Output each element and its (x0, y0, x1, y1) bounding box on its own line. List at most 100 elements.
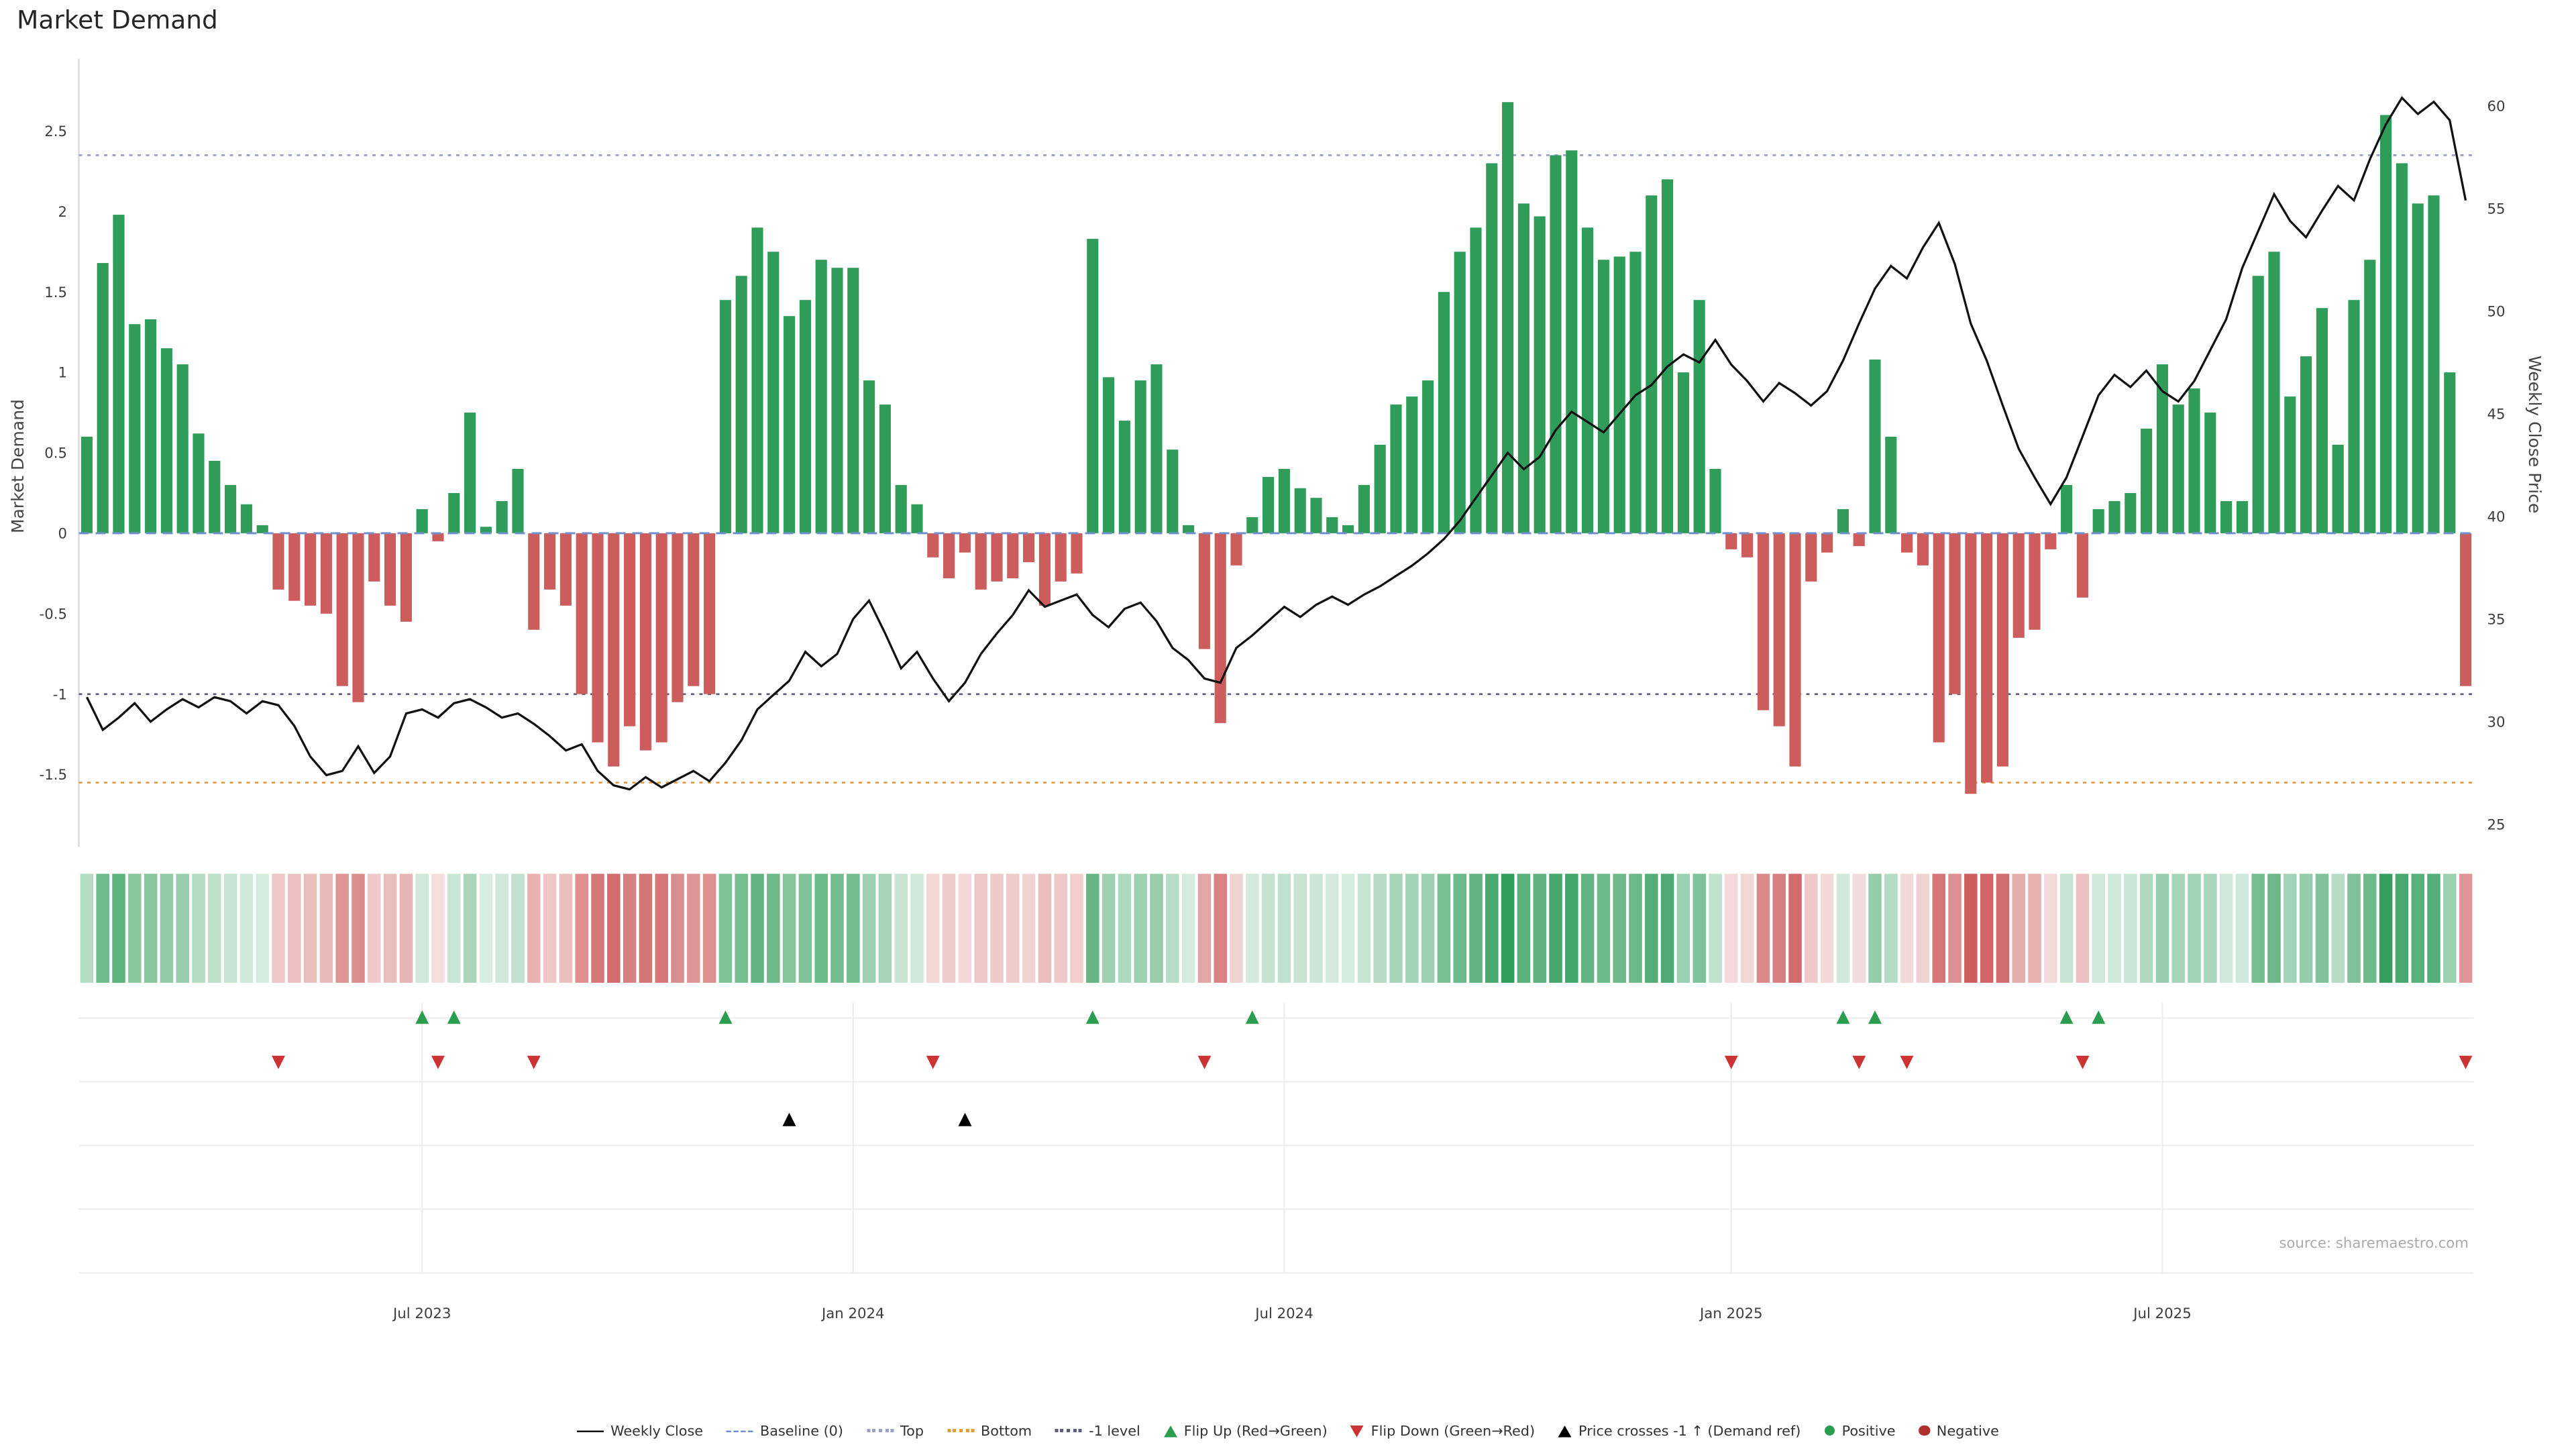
heatmap-cell (1469, 873, 1483, 983)
demand-axis-tick: 2.5 (44, 123, 67, 140)
heatmap-cell (1772, 873, 1786, 983)
demand-bar (113, 215, 125, 533)
heatmap-cell (399, 873, 413, 983)
heatmap-cell (1916, 873, 1930, 983)
legend-item: Flip Up (Red→Green) (1163, 1422, 1328, 1439)
dot-glyph (1919, 1425, 1930, 1436)
demand-bar (432, 533, 444, 541)
demand-bar (1118, 421, 1130, 533)
demand-bar (336, 533, 348, 686)
demand-bar (959, 533, 971, 553)
price-axis-tick: 60 (2487, 99, 2506, 115)
heatmap-cell (511, 873, 525, 983)
heatmap-cell (160, 873, 174, 983)
heatmap-cell (144, 873, 158, 983)
demand-bar (1230, 533, 1242, 566)
price-axis-tick: 45 (2487, 406, 2506, 423)
heatmap-cell (1086, 873, 1099, 983)
demand-bar (2108, 500, 2121, 533)
demand-bar (879, 405, 891, 533)
flip-down-marker (2076, 1055, 2090, 1069)
heatmap-cell (2076, 873, 2090, 983)
legend-item: Weekly Close (577, 1422, 703, 1439)
price-cross-marker (782, 1112, 796, 1126)
heatmap-cell (303, 873, 317, 983)
demand-bar (480, 527, 492, 533)
demand-bar (1438, 292, 1450, 533)
heatmap-cell (1038, 873, 1052, 983)
flip-up-marker (2059, 1010, 2074, 1024)
heatmap-cell (80, 873, 94, 983)
legend-item: Negative (1919, 1422, 1999, 1439)
demand-bar (1821, 533, 1833, 553)
demand-bar (1007, 533, 1019, 579)
heatmap-cell (767, 873, 780, 983)
demand-bar (2188, 388, 2200, 533)
demand-bar (991, 533, 1003, 582)
flip-down-marker (2459, 1055, 2473, 1069)
demand-bar (2396, 163, 2408, 533)
demand-bar (193, 433, 205, 533)
dash-glyph (727, 1430, 754, 1432)
demand-bar (160, 348, 172, 533)
demand-bar (1150, 364, 1163, 533)
demand-bar (1422, 380, 1434, 533)
heatmap-cell (335, 873, 349, 983)
demand-bar (559, 533, 572, 606)
demand-bar (1294, 488, 1306, 533)
legend-label: Weekly Close (610, 1422, 704, 1439)
heatmap-cell (1820, 873, 1834, 983)
heatmap-cell (942, 873, 956, 983)
demand-bar (1038, 533, 1051, 606)
heatmap-cell (1405, 873, 1419, 983)
heatmap-cell (527, 873, 541, 983)
heatmap-cell (655, 873, 668, 983)
demand-bar (1390, 405, 1402, 533)
demand-bar (735, 276, 747, 533)
demand-axis-tick: 1.5 (44, 284, 67, 301)
heatmap-cell (1246, 873, 1259, 983)
demand-bar (1996, 533, 2008, 767)
demand-bar (831, 268, 843, 533)
heatmap-cell (288, 873, 301, 983)
demand-bar (1263, 476, 1275, 533)
demand-bar (1677, 372, 1689, 533)
demand-bar (1486, 163, 1498, 533)
heatmap-cell (1421, 873, 1435, 983)
demand-bar (384, 533, 396, 606)
heatmap-cell (830, 873, 844, 983)
heatmap-cell (1389, 873, 1403, 983)
heatmap-cell (2315, 873, 2329, 983)
heatmap-cell (2204, 873, 2217, 983)
heatmap-cell (2108, 873, 2121, 983)
heatmap-cell (2443, 873, 2457, 983)
demand-bar (1773, 533, 1785, 727)
demand-bar (815, 260, 827, 533)
heatmap-cell (1357, 873, 1371, 983)
demand-bar (2220, 500, 2233, 533)
demand-bar (2061, 484, 2073, 533)
source-credit: source: sharemaestro.com (2279, 1236, 2469, 1253)
demand-bar (2380, 115, 2392, 533)
heatmap-cell (2411, 873, 2424, 983)
legend: Weekly Close Baseline (0) Top Bottom -1 leve… (0, 1422, 2576, 1439)
demand-bar (2141, 429, 2153, 533)
heatmap-cell (2379, 873, 2393, 983)
demand-bar (1741, 533, 1754, 557)
heatmap-cell (1230, 873, 1243, 983)
demand-bar (2332, 445, 2344, 533)
heatmap-cell (96, 873, 109, 983)
demand-bar (1597, 260, 1609, 533)
heatmap-cell (2347, 873, 2361, 983)
heatmap-cell (352, 873, 365, 983)
demand-bar (1693, 300, 1705, 533)
price-axis-tick: 25 (2487, 816, 2506, 833)
heatmap-cell (2427, 873, 2440, 983)
heatmap-cell (814, 873, 828, 983)
demand-bar (2284, 396, 2296, 533)
demand-bar (1326, 517, 1338, 533)
demand-bar (943, 533, 955, 579)
demand-bar (1534, 216, 1546, 533)
heatmap-cell (1453, 873, 1466, 983)
demand-bar (1246, 517, 1258, 533)
